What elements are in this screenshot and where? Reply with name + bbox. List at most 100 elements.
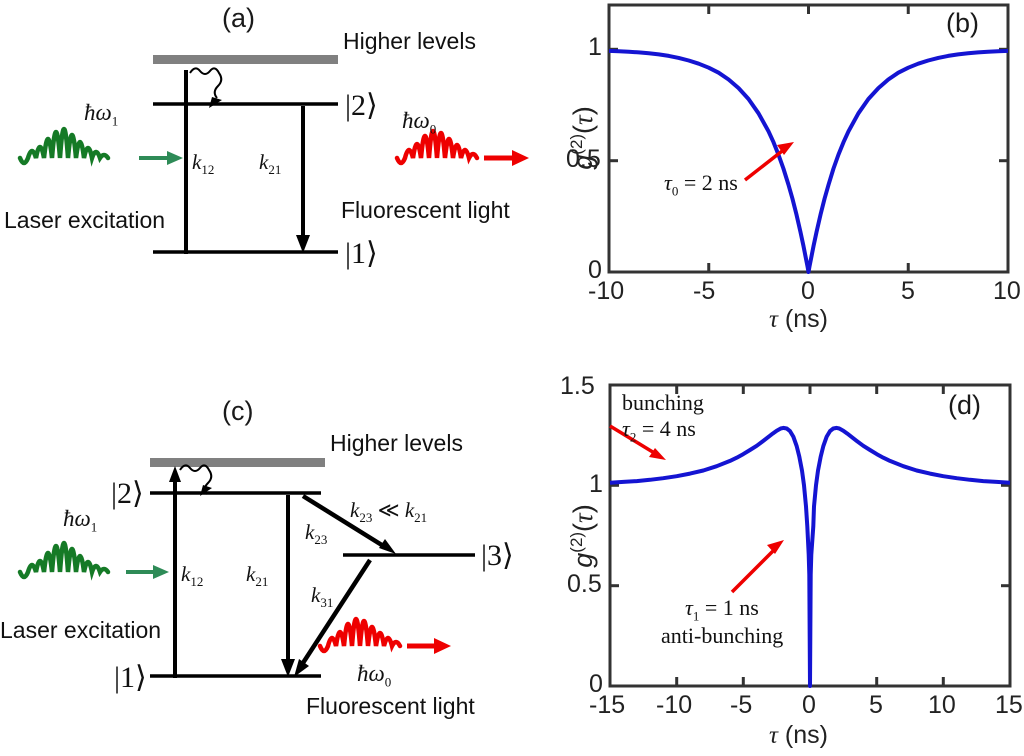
tau0-value: = 2 ns [678,170,738,195]
tau1-value: = 1 ns [699,595,759,620]
higher-levels-band [153,55,338,64]
panel-d-tau2-annotation: τ2 = 4 ns [622,416,696,445]
k23-subscript: 23 [314,532,328,548]
panel-d-y-ticks [610,483,1010,688]
k21-arrow-head [281,659,295,677]
inequality-k23-subscript: 23 [359,510,373,526]
panel-d-xtick-m15: -15 [589,691,626,719]
k21-subscript: 21 [268,162,282,178]
panel-d: (d) 1.5 1 0.5 0 -15 -10 -5 0 5 10 15 τ (… [560,370,1024,756]
k23-symbol: k [305,520,315,544]
emit-energy-symbol: ħω [357,661,385,686]
panel-b-label: (b) [946,8,979,38]
k31-arrow-head [294,659,309,677]
panel-b-x-ticks-top [707,5,910,14]
k12-subscript: 12 [190,574,204,590]
panel-d-ytick-0: 0 [589,670,603,698]
tau2-symbol: τ [622,416,630,441]
panel-a-fluorescence-caption: Fluorescent light [341,197,510,223]
panel-d-antibunching-label: anti-bunching [661,623,784,648]
relaxation-squiggle-head [200,485,212,496]
panel-d-x-ticks-top [675,385,945,394]
panel-c-higher-levels-label: Higher levels [330,430,463,456]
fluorescence-wave-packet [317,617,403,654]
panel-d-antibunching-arrow-shaft [730,546,778,594]
panel-d-bunching-arrow-shaft [609,424,657,456]
panel-b-annotation-arrow-head [777,142,794,155]
panel-c-laser-caption: Laser excitation [0,617,162,643]
k21-subscript: 21 [255,574,269,590]
tau1-symbol: τ [685,595,693,620]
panel-d-x-axis-unit: (ns) [784,721,828,749]
tau2-value: = 4 ns [636,416,696,441]
relaxation-squiggle-head [209,97,222,108]
panel-c-rate-inequality: k23 ≪ k21 [350,498,427,526]
panel-b-ytick-0: 0 [588,256,602,284]
panel-c-pump-energy: ħω1 [63,506,97,536]
inequality-k21-subscript: 21 [414,510,428,526]
panel-b-ytick-1: 1 [588,33,602,61]
panel-b-y-ticks [609,47,1008,274]
panel-d-xtick-15: 15 [995,691,1023,719]
panel-d-y-axis-title: g(2)(τ) [567,504,598,568]
panel-d-x-axis-title: τ (ns) [769,721,828,749]
panel-c-rate-k31: k31 [311,583,333,611]
panel-b-xtick-0: 0 [801,277,815,305]
relaxation-squiggle [189,67,223,99]
k21-symbol: k [259,150,269,174]
pump-energy-symbol: ħω [63,506,91,531]
panel-c-fluorescence-caption: Fluorescent light [306,693,475,719]
panel-b-y-axis-title: g(2)(τ) [567,106,598,170]
k31-subscript: 31 [320,595,334,611]
fluorescence-wave-packet [394,129,480,166]
panel-b-xtick-m5: -5 [693,277,716,305]
tau2-subscript: 2 [629,429,637,445]
tau0-subscript: 0 [671,183,679,199]
k12-arrow-head [169,466,181,482]
inequality-k23-symbol: k [350,498,360,522]
panel-d-ytick-0p5: 0.5 [567,570,602,598]
panel-d-g2-curve [609,425,1011,688]
panel-c-emit-energy: ħω0 [357,661,391,691]
panel-a-pump-energy: ħω1 [84,100,118,130]
k21-symbol: k [246,562,256,586]
inequality-k21-symbol: k [404,498,415,522]
panel-c-ket-2: |2⟩ [111,477,144,510]
emit-energy-subscript: 0 [429,121,437,137]
panel-b-annotation-arrow-shaft [743,146,788,182]
panel-c-label: (c) [222,396,254,426]
panel-b-xtick-m10: -10 [588,277,625,305]
panel-d-tau1-annotation: τ1 = 1 ns [685,595,759,624]
panel-a-ket-2: |2⟩ [345,89,378,122]
panel-b-g2-curve [608,48,1009,274]
pump-energy-subscript: 1 [111,113,119,129]
panel-a-laser-caption: Laser excitation [4,207,166,233]
panel-a-rate-k21: k21 [259,150,281,178]
panel-d-ytick-1: 1 [589,470,603,498]
pump-energy-subscript: 1 [90,519,98,535]
relaxation-squiggle [179,464,213,495]
panel-c-rate-k21: k21 [246,562,268,590]
fluorescence-arrow-head [434,638,451,654]
panel-b-tau0-annotation: τ0 = 2 ns [664,170,738,199]
k31-arrow-shaft [299,558,372,668]
panel-c-ket-3: |3⟩ [481,539,514,572]
panel-a-emit-energy: ħω0 [402,108,436,138]
panel-c-rate-k23: k23 [305,520,327,548]
tau0-symbol: τ [664,170,672,195]
panel-a-ket-1: |1⟩ [345,237,378,270]
panel-d-antibunching-arrow-head [767,540,784,554]
panel-a-higher-levels-label: Higher levels [343,28,476,54]
panel-b-axes-box [607,3,1010,274]
k12-symbol: k [192,150,202,174]
panel-b-plot [607,3,1010,274]
panel-a-rate-k12: k12 [192,150,214,178]
k23-arrow-shaft [301,494,387,549]
panel-b-x-axis-unit: (ns) [784,305,828,333]
panel-b-ytick-0p5: 0.5 [566,145,601,173]
panel-d-xtick-m5: -5 [730,691,753,719]
laser-wave-packet [17,127,111,167]
k12-subscript: 12 [201,162,215,178]
panel-c-level-diagram [17,458,475,678]
panel-d-ytick-1p5: 1.5 [560,372,595,400]
